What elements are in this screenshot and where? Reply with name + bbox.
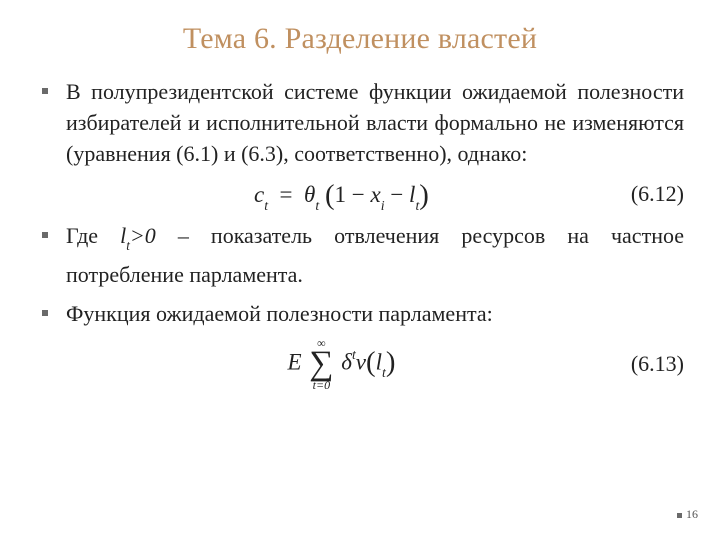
one: 1 — [335, 182, 347, 207]
sum-icon: ∞ ∑ t=0 — [309, 337, 333, 391]
slide: Тема 6. Разделение властей В полупрезиде… — [0, 0, 720, 540]
slide-title: Тема 6. Разделение властей — [36, 22, 684, 56]
b2-post: – показатель отвлечения ресурсов на част… — [66, 223, 684, 287]
var-x-sub: i — [381, 198, 385, 213]
equation-6-12: ct = θt (1 − xi − lt) (6.12) — [36, 177, 684, 212]
var-E: E — [287, 349, 301, 374]
rparen2-icon: ) — [386, 346, 396, 378]
bullet-2-text: Где lt>0 – показатель отвлечения ресурсо… — [66, 220, 684, 290]
var-c-sub: t — [264, 198, 268, 213]
b2-cond: >0 — [130, 223, 156, 248]
minus-1: − — [352, 182, 365, 207]
equation-6-13-number: (6.13) — [617, 351, 684, 377]
sum-lower: t=0 — [309, 379, 333, 391]
bullet-3: Функция ожидаемой полезности парламента: — [36, 298, 684, 329]
minus-2: − — [390, 182, 403, 207]
body-list: В полупрезидентской системе функции ожид… — [36, 76, 684, 169]
eq-sign: = — [280, 182, 293, 207]
var-v: v — [356, 349, 366, 374]
bullet-1-text: В полупрезидентской системе функции ожид… — [66, 76, 684, 169]
var-c: c — [254, 182, 264, 207]
equation-6-13: E ∞ ∑ t=0 δtv(lt) (6.13) — [36, 337, 684, 391]
equation-6-12-number: (6.12) — [617, 181, 684, 207]
bullet-2: Где lt>0 – показатель отвлечения ресурсо… — [36, 220, 684, 290]
lparen2-icon: ( — [366, 346, 376, 378]
rparen-icon: ) — [419, 179, 429, 211]
var-theta: θ — [304, 182, 315, 207]
equation-6-12-formula: ct = θt (1 − xi − lt) — [66, 177, 617, 212]
body-list-2: Где lt>0 – показатель отвлечения ресурсо… — [36, 220, 684, 329]
b2-pre: Где — [66, 223, 120, 248]
var-theta-sub: t — [315, 198, 319, 213]
b2-var-sub: t — [126, 238, 130, 253]
equation-6-13-formula: E ∞ ∑ t=0 δtv(lt) — [66, 337, 617, 391]
var-x: x — [371, 182, 381, 207]
var-delta: δ — [341, 349, 352, 374]
sigma-icon: ∑ — [309, 349, 333, 379]
var-delta-sup: t — [352, 347, 356, 362]
bullet-1: В полупрезидентской системе функции ожид… — [36, 76, 684, 169]
page-number: 16 — [677, 507, 698, 522]
lparen-icon: ( — [325, 179, 335, 211]
bullet-3-text: Функция ожидаемой полезности парламента: — [66, 298, 684, 329]
